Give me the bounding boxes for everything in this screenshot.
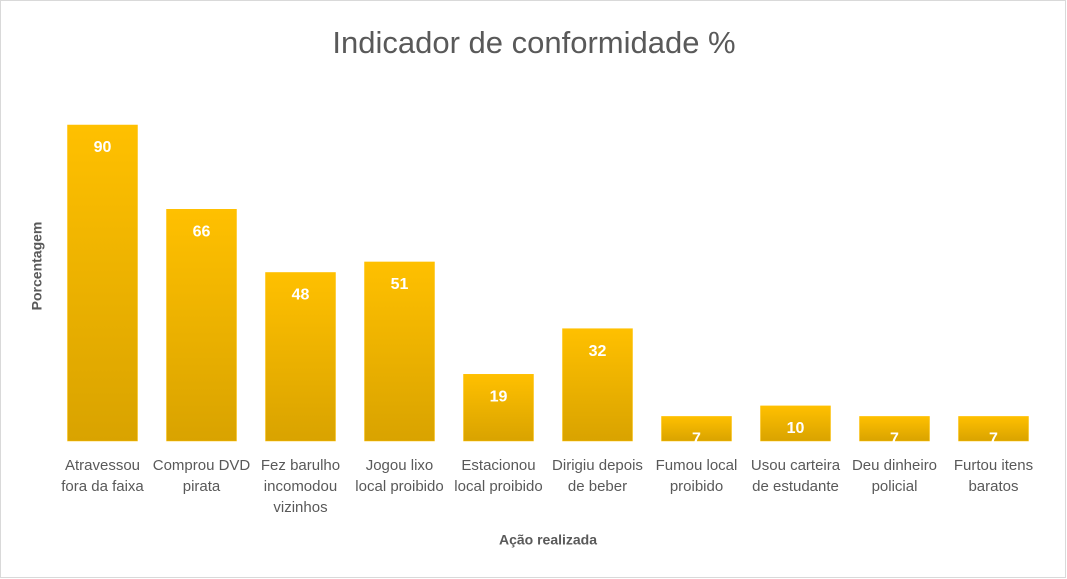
data-label: 66 [193,223,211,240]
x-tick-label: Estacionou local proibido [454,457,543,495]
bar [661,416,732,442]
bar [562,328,633,442]
data-label: 7 [890,431,899,448]
data-label: 51 [391,276,409,293]
data-label: 7 [989,431,998,448]
data-label: 10 [787,420,805,437]
x-tick-label: Dirigiu depois de beber [552,457,643,495]
data-label: 32 [589,343,607,360]
bar [463,374,534,442]
data-label: 90 [94,139,112,156]
bar [265,272,336,442]
chart-title: Indicador de conformidade % [332,25,735,60]
x-tick-label: Usou carteira de estudante [750,457,841,495]
bar [958,416,1029,442]
bar [364,261,435,442]
bar [67,124,138,442]
data-label: 19 [490,389,508,406]
data-label: 48 [292,287,310,304]
x-tick-label: Comprou DVD pirata [152,457,251,495]
bar [166,209,237,442]
x-tick-label: Jogou lixo local proibido [355,457,444,495]
x-tick-label: Furtou itens baratos [953,457,1034,495]
y-axis-title: Porcentagem [29,222,45,311]
bar [859,416,930,442]
x-tick-label: Atravessou fora da faixa [61,457,144,495]
x-axis-title: Ação realizada [499,532,597,548]
x-tick-label: Fez barulho incomodou vizinhos [260,457,341,516]
bars: 90 66 48 51 19 32 7 10 7 7 [67,124,1029,448]
data-label: 7 [692,431,701,448]
x-tick-label: Fumou local proibido [655,457,738,495]
bar [760,405,831,442]
x-tick-label: Deu dinheiro policial [851,457,938,495]
